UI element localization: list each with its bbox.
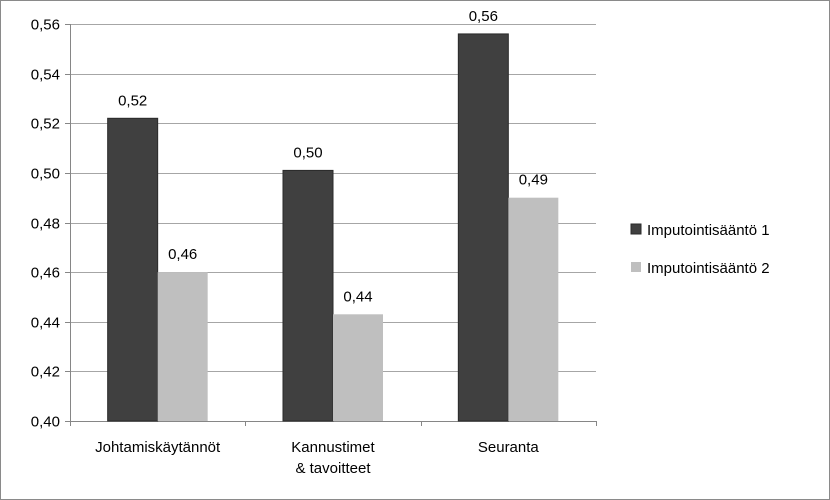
- data-label: 0,46: [168, 246, 197, 263]
- x-category-label: Kannustimet: [291, 439, 375, 456]
- x-category-label: Seuranta: [478, 439, 540, 456]
- bar[interactable]: [457, 33, 509, 422]
- y-tick-label: 0,56: [31, 17, 60, 34]
- data-label: 0,52: [118, 92, 147, 109]
- legend-swatch: [631, 262, 641, 272]
- legend-swatch: [630, 223, 642, 235]
- y-tick-label: 0,54: [31, 67, 60, 84]
- data-label: 0,56: [469, 8, 498, 25]
- y-tick-label: 0,46: [31, 265, 60, 282]
- data-label: 0,50: [293, 144, 322, 161]
- bar[interactable]: [107, 117, 159, 422]
- bar[interactable]: [508, 197, 559, 421]
- y-tick-label: 0,40: [31, 414, 60, 431]
- data-label: 0,44: [343, 288, 372, 305]
- y-tick-label: 0,42: [31, 364, 60, 381]
- bar[interactable]: [333, 314, 383, 421]
- x-category-label: & tavoitteet: [295, 460, 371, 477]
- y-tick-label: 0,48: [31, 216, 60, 233]
- data-label: 0,49: [519, 172, 548, 189]
- legend-label: Imputointisääntö 1: [647, 222, 770, 239]
- bar[interactable]: [157, 272, 208, 421]
- x-category-label: Johtamiskäytännöt: [95, 439, 221, 456]
- y-tick-label: 0,44: [31, 315, 60, 332]
- legend-label: Imputointisääntö 2: [647, 260, 770, 277]
- y-tick-label: 0,52: [31, 116, 60, 133]
- y-tick-label: 0,50: [31, 166, 60, 183]
- bar[interactable]: [282, 169, 334, 422]
